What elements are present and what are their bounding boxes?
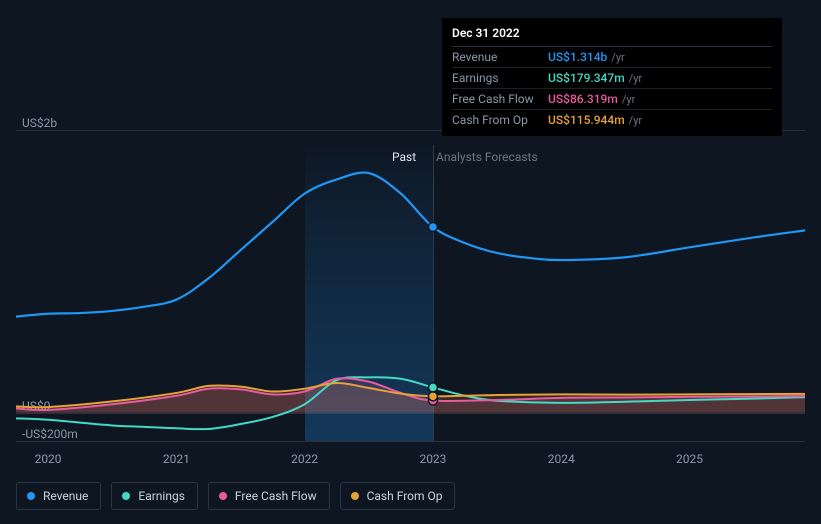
y-label-2b: US$2b <box>22 116 57 130</box>
x-label-2025: 2025 <box>676 452 703 466</box>
tooltip-label: Earnings <box>452 71 548 85</box>
tooltip-row-earnings: Earnings US$179.347m /yr <box>452 68 772 89</box>
legend-label: Revenue <box>43 489 88 503</box>
cursor-line <box>433 145 434 441</box>
chart-tooltip: Dec 31 2022 Revenue US$1.314b /yr Earnin… <box>442 18 782 136</box>
tooltip-row-revenue: Revenue US$1.314b /yr <box>452 47 772 68</box>
legend-item-earnings[interactable]: Earnings <box>111 482 198 510</box>
series-area-fcf <box>16 378 805 413</box>
chart-legend: Revenue Earnings Free Cash Flow Cash Fro… <box>16 482 455 510</box>
x-label-2021: 2021 <box>163 452 190 466</box>
tooltip-value: US$115.944m <box>548 113 625 127</box>
legend-item-revenue[interactable]: Revenue <box>16 482 101 510</box>
series-lines <box>16 173 805 430</box>
tooltip-unit: /yr <box>629 114 642 127</box>
tooltip-row-cfo: Cash From Op US$115.944m /yr <box>452 110 772 130</box>
legend-swatch <box>219 492 227 500</box>
legend-label: Earnings <box>138 489 185 503</box>
tooltip-label: Cash From Op <box>452 113 548 127</box>
legend-swatch <box>351 492 359 500</box>
x-label-2024: 2024 <box>548 452 575 466</box>
series-areas <box>16 378 805 413</box>
legend-label: Free Cash Flow <box>235 489 317 503</box>
series-line-fcf <box>16 378 805 410</box>
x-label-2020: 2020 <box>35 452 62 466</box>
tooltip-date: Dec 31 2022 <box>452 26 772 47</box>
series-area-cfo <box>16 383 805 413</box>
tooltip-value: US$1.314b <box>548 50 607 64</box>
series-line-cfo <box>16 383 805 407</box>
y-label-0: US$0 <box>22 399 50 413</box>
gridline-neg200 <box>16 441 805 442</box>
x-label-2022: 2022 <box>291 452 318 466</box>
legend-item-cfo[interactable]: Cash From Op <box>340 482 456 510</box>
section-label-forecast: Analysts Forecasts <box>436 150 538 164</box>
tooltip-value: US$179.347m <box>548 71 625 85</box>
legend-label: Cash From Op <box>367 489 443 503</box>
series-line-revenue <box>16 173 805 317</box>
past-highlight <box>305 145 433 441</box>
tooltip-row-fcf: Free Cash Flow US$86.319m /yr <box>452 89 772 110</box>
section-label-past: Past <box>392 150 416 164</box>
series-line-earnings <box>16 377 805 429</box>
tooltip-unit: /yr <box>629 72 642 85</box>
legend-swatch <box>27 492 35 500</box>
legend-item-fcf[interactable]: Free Cash Flow <box>208 482 330 510</box>
tooltip-unit: /yr <box>611 51 624 64</box>
tooltip-value: US$86.319m <box>548 92 618 106</box>
x-axis: 2020 2021 2022 2023 2024 2025 <box>16 452 805 468</box>
y-label-neg200: -US$200m <box>22 427 78 441</box>
tooltip-unit: /yr <box>622 93 635 106</box>
legend-swatch <box>122 492 130 500</box>
tooltip-label: Free Cash Flow <box>452 92 548 106</box>
x-label-2023: 2023 <box>419 452 446 466</box>
gridline-0 <box>16 413 805 414</box>
financials-chart: US$2b US$0 -US$200m Past Analysts Foreca… <box>16 0 805 524</box>
tooltip-label: Revenue <box>452 50 548 64</box>
